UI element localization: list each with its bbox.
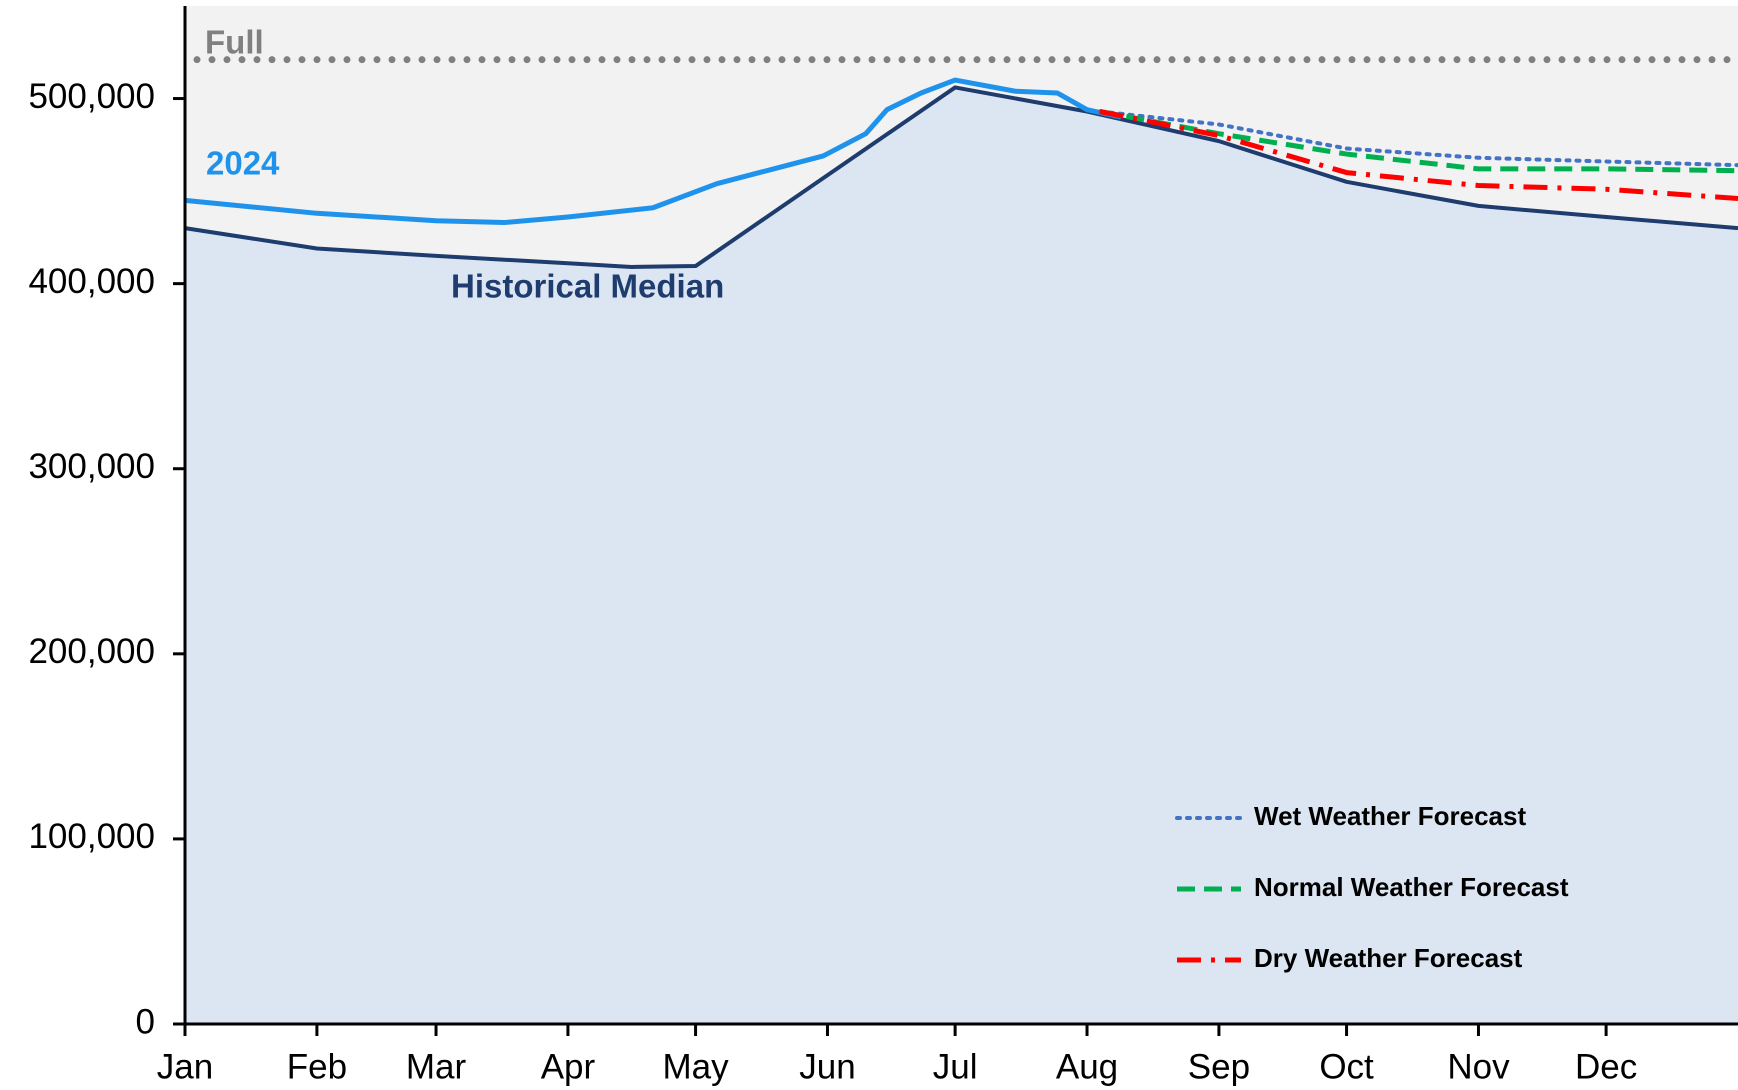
x-tick-label: Oct [1319, 1047, 1374, 1086]
series-line [184, 77, 1122, 226]
series-line [184, 85, 1738, 269]
y-tick-label: 500,000 [28, 77, 155, 116]
y-tick-label: 300,000 [28, 447, 155, 486]
x-tick-label: Jun [799, 1047, 855, 1086]
y-tick-label: 100,000 [28, 817, 155, 856]
x-tick-label: Apr [541, 1047, 596, 1086]
legend-label: Wet Weather Forecast [1254, 801, 1526, 831]
x-tick-label: Dec [1575, 1047, 1637, 1086]
reference-label: Full [205, 23, 264, 60]
legend-label: Dry Weather Forecast [1254, 943, 1523, 973]
x-tick-label: Jan [157, 1047, 213, 1086]
x-tick-label: Jul [933, 1047, 978, 1086]
y-tick-label: 400,000 [28, 262, 155, 301]
x-tick-label: Mar [406, 1047, 467, 1086]
x-tick-label: Nov [1447, 1047, 1510, 1086]
y-tick-label: 0 [136, 1002, 155, 1041]
x-tick-label: Sep [1188, 1047, 1250, 1086]
y-tick-label: 200,000 [28, 632, 155, 671]
series-line [1097, 109, 1738, 168]
x-tick-label: Feb [287, 1047, 347, 1086]
x-tick-label: Aug [1056, 1047, 1118, 1086]
series-line [1099, 109, 1738, 201]
series-label: Historical Median [451, 268, 724, 305]
area-fill [185, 87, 1738, 1024]
series-label: 2024 [206, 145, 280, 182]
legend-label: Normal Weather Forecast [1254, 872, 1569, 902]
x-tick-label: May [663, 1047, 730, 1086]
